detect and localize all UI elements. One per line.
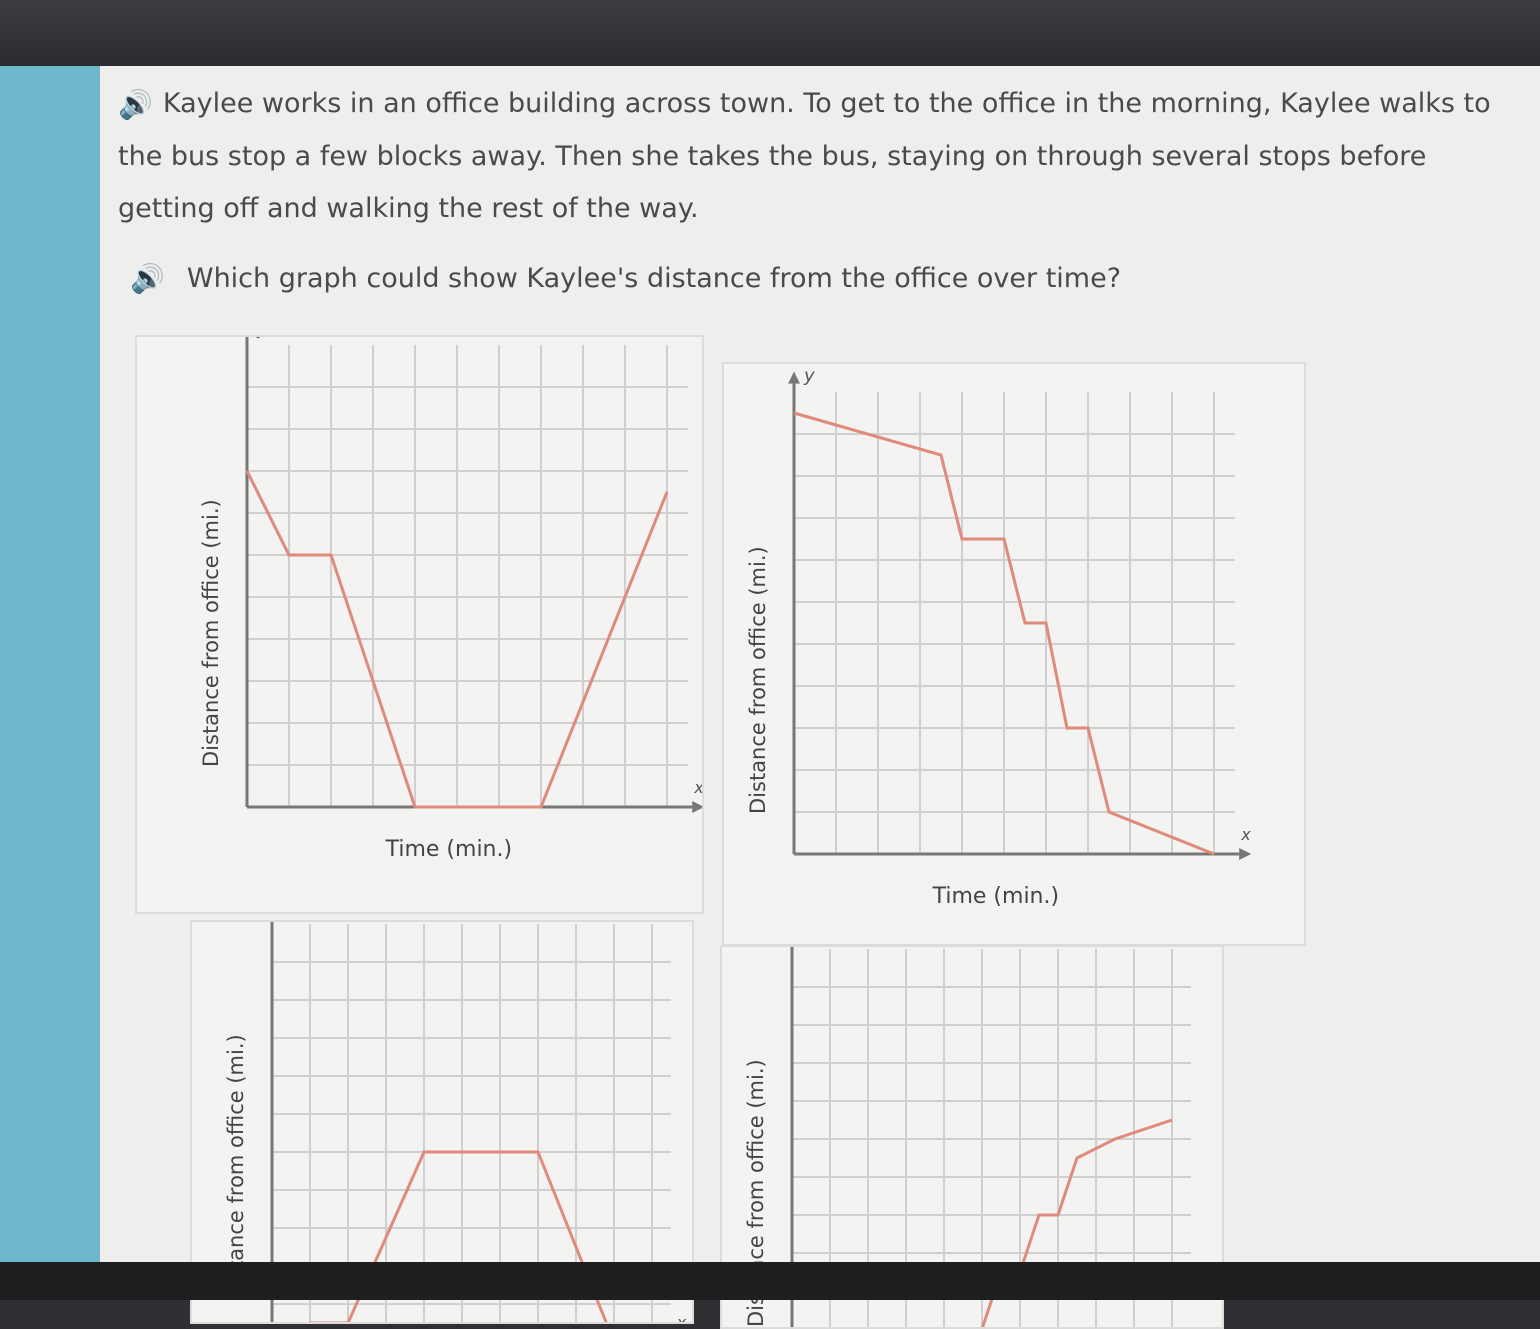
graph-canvas: xy — [788, 366, 1252, 860]
prompt-text: Which graph could show Kaylee's distance… — [186, 263, 1122, 294]
monitor-bezel-bottom — [0, 1262, 1540, 1300]
y-axis-letter: y — [803, 366, 815, 387]
y-axis-letter: y — [256, 337, 268, 340]
x-axis-label: Time (min.) — [932, 884, 1060, 909]
x-axis-letter: x — [693, 778, 702, 797]
graph-line — [308, 1150, 608, 1322]
speaker-icon[interactable]: 🔊 — [118, 87, 153, 121]
y-axis-label: Distance from office (mi.) — [199, 499, 223, 767]
graph-line — [245, 470, 669, 809]
x-axis-label: Time (min.) — [385, 837, 513, 862]
x-axis-letter: x — [676, 1313, 687, 1322]
y-axis-arrow-icon — [788, 371, 800, 384]
question-text: 🔊 Kaylee works in an office building acro… — [118, 78, 1498, 235]
speaker-icon[interactable]: 🔊 — [130, 262, 165, 295]
question-paragraph: Kaylee works in an office building acros… — [118, 88, 1491, 224]
answer-choice-graph-2[interactable]: x y Distance from office (mi.) Time (min.) — [722, 362, 1306, 946]
monitor-bezel-top — [0, 0, 1540, 66]
question-prompt: 🔊 Which graph could show Kaylee's distan… — [130, 262, 1121, 295]
graph-canvas: xy — [245, 337, 702, 813]
graph-line — [793, 411, 1215, 856]
y-axis-label: Distance from office (mi.) — [746, 546, 770, 814]
x-axis-letter: x — [1240, 825, 1251, 844]
x-axis-arrow-icon — [692, 801, 702, 813]
x-axis-arrow-icon — [1239, 848, 1252, 860]
